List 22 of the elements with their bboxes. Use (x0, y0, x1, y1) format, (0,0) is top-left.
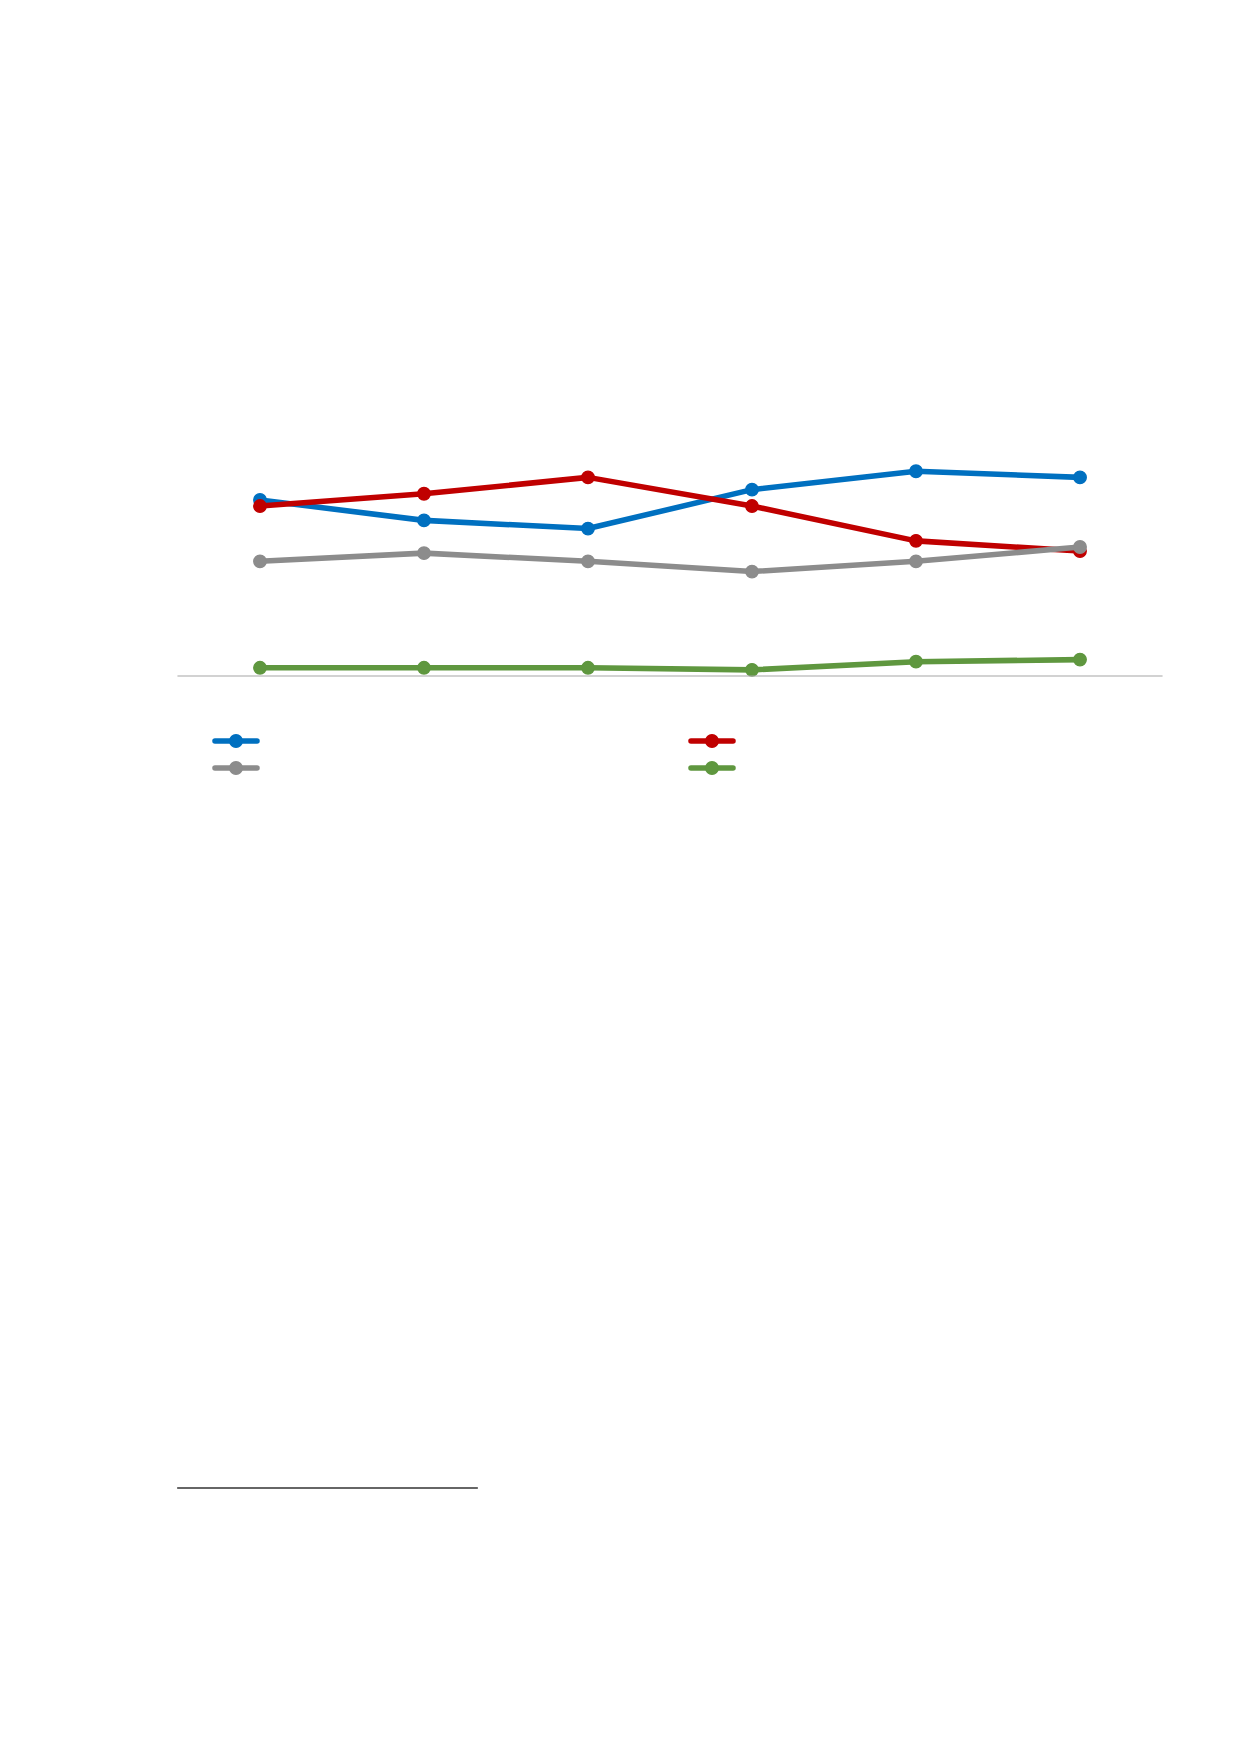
point (745, 564, 759, 579)
point (581, 554, 595, 569)
point (909, 554, 923, 569)
point (417, 513, 431, 528)
point (253, 554, 267, 569)
point (253, 660, 267, 675)
point (417, 486, 431, 501)
point (745, 662, 759, 677)
point (1073, 540, 1087, 554)
point (581, 660, 595, 675)
point (581, 470, 595, 485)
point (745, 499, 759, 513)
point (1073, 470, 1087, 485)
point (909, 533, 923, 548)
point (417, 660, 431, 675)
point (417, 546, 431, 561)
point (909, 654, 923, 669)
point (253, 499, 267, 513)
point (1073, 652, 1087, 667)
point (909, 464, 923, 479)
point (581, 521, 595, 536)
point (745, 482, 759, 497)
